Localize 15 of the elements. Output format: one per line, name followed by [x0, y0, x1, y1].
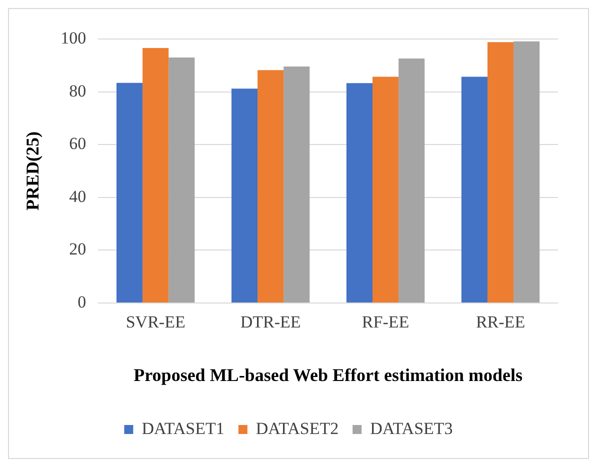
x-tick-label: DTR-EE — [240, 312, 301, 332]
y-tick-label: 100 — [60, 28, 86, 48]
y-axis-title: PRED(25) — [22, 132, 42, 210]
legend-label: DATASET3 — [370, 418, 453, 438]
y-tick-label: 20 — [69, 240, 86, 259]
legend-label: DATASET1 — [142, 418, 224, 438]
y-tick-label: 0 — [78, 292, 86, 312]
x-tick-label: RF-EE — [362, 312, 410, 332]
x-axis-title: Proposed ML-based Web Effort estimation models — [134, 364, 522, 385]
y-tick-label: 60 — [69, 134, 86, 154]
y-tick-label: 80 — [69, 81, 86, 100]
y-tick-label: 40 — [69, 186, 86, 206]
x-tick-label: RR-EE — [476, 312, 526, 332]
legend-label: DATASET2 — [256, 418, 339, 438]
x-tick-label: SVR-EE — [126, 312, 186, 332]
